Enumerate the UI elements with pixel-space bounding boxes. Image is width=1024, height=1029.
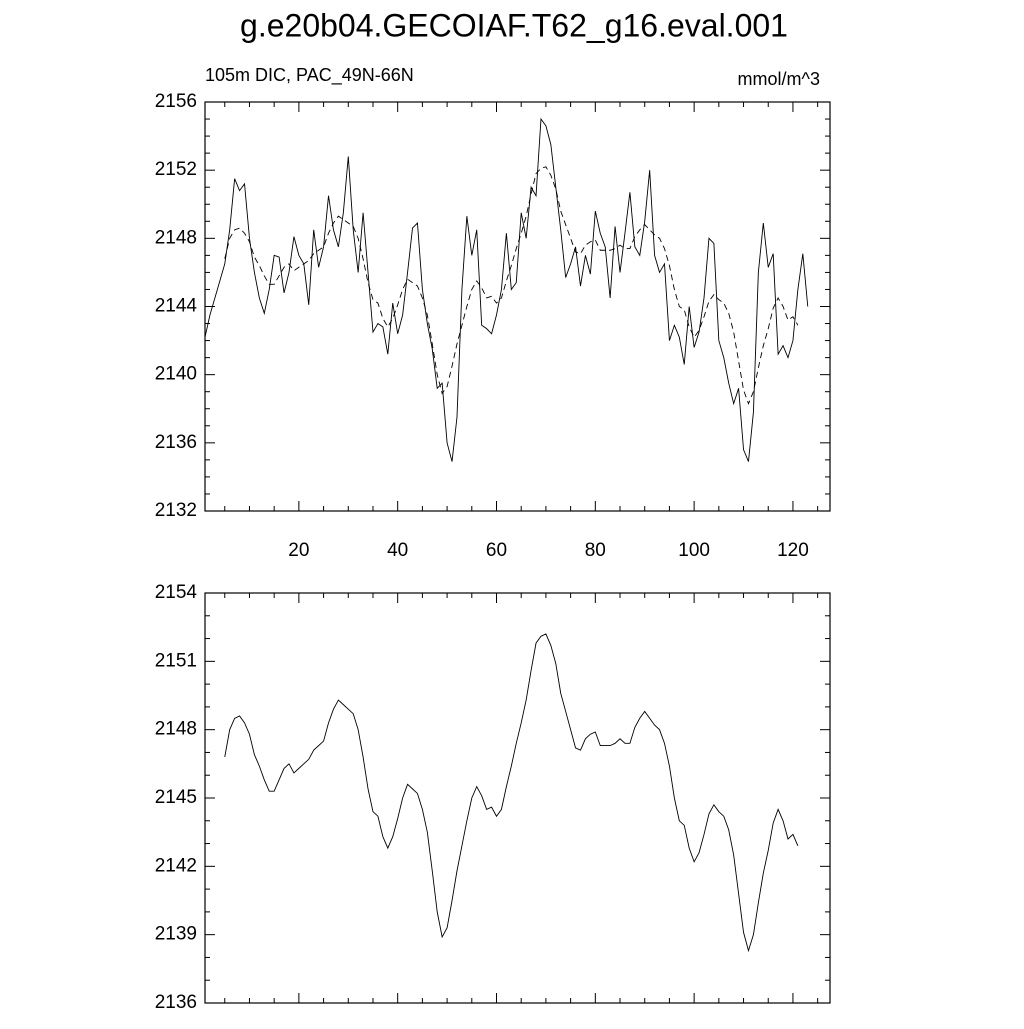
y-tick-label: 2145 — [155, 787, 197, 808]
plot-frame — [204, 101, 831, 512]
y-tick-label: 2132 — [155, 500, 197, 521]
data-line — [224, 166, 799, 405]
y-tick-label: 2136 — [155, 432, 197, 453]
y-tick-label: 2151 — [155, 650, 197, 671]
y-tick-label: 2139 — [155, 924, 197, 945]
data-line — [204, 117, 809, 462]
y-tick-label: 2148 — [155, 719, 197, 740]
y-tick-label: 2148 — [155, 227, 197, 248]
data-line — [224, 633, 799, 953]
y-tick-label: 2144 — [155, 296, 198, 317]
y-tick-label: 2142 — [155, 855, 197, 876]
plot-frame — [204, 592, 831, 1004]
x-tick-label: 80 — [585, 540, 606, 561]
y-tick-label: 2136 — [155, 992, 197, 1013]
x-tick-label: 20 — [288, 540, 309, 561]
x-tick-label: 40 — [387, 540, 408, 561]
y-tick-label: 2156 — [155, 91, 197, 112]
x-tick-label: 120 — [777, 540, 809, 561]
x-tick-label: 100 — [678, 540, 710, 561]
chart-title: g.e20b04.GECOIAF.T62_g16.eval.001 — [240, 7, 788, 43]
y-tick-label: 2140 — [155, 364, 197, 385]
y-tick-label: 2152 — [155, 159, 197, 180]
subtitle: 105m DIC, PAC_49N-66N — [205, 65, 414, 86]
x-tick-label: 60 — [486, 540, 507, 561]
units: mmol/m^3 — [738, 69, 820, 89]
y-tick-label: 2154 — [155, 582, 198, 603]
